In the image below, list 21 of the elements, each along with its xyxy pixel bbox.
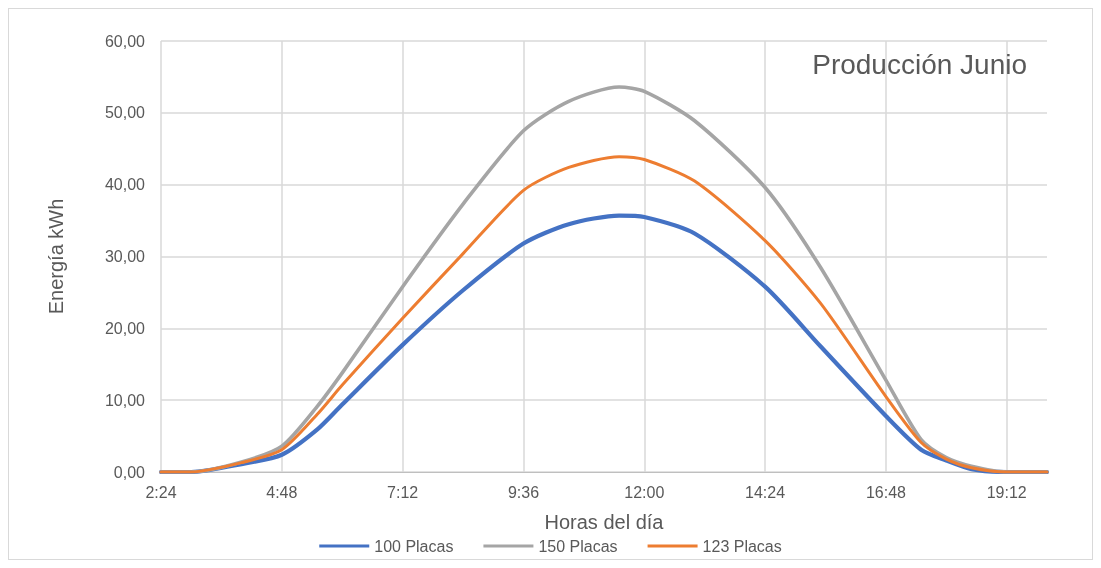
legend-label: 150 Placas <box>538 537 618 555</box>
x-tick-label: 2:24 <box>145 483 177 501</box>
y-tick-label: 20,00 <box>104 319 146 337</box>
x-tick-label: 9:36 <box>507 483 540 501</box>
y-tick-label: 10,00 <box>104 391 146 409</box>
x-tick-label: 7:12 <box>387 483 419 501</box>
x-tick-label: 4:48 <box>266 483 298 501</box>
y-tick-label: 0,00 <box>113 463 146 481</box>
legend-label: 123 Placas <box>702 537 782 555</box>
y-axis-title: Energía kWh <box>45 198 67 315</box>
y-tick-label: 30,00 <box>104 248 146 265</box>
x-tick-label: 14:24 <box>745 483 786 501</box>
chart-title: Producción Junio <box>812 48 1028 80</box>
x-tick-label: 19:12 <box>986 483 1027 501</box>
x-tick-label: 16:48 <box>865 483 907 501</box>
y-tick-label: 40,00 <box>104 176 146 194</box>
x-axis-title: Horas del día <box>544 511 665 533</box>
y-tick-label: 60,00 <box>104 32 146 50</box>
legend-label: 100 Placas <box>374 537 454 555</box>
x-tick-label: 12:00 <box>624 483 665 501</box>
y-tick-label: 50,00 <box>104 104 146 122</box>
